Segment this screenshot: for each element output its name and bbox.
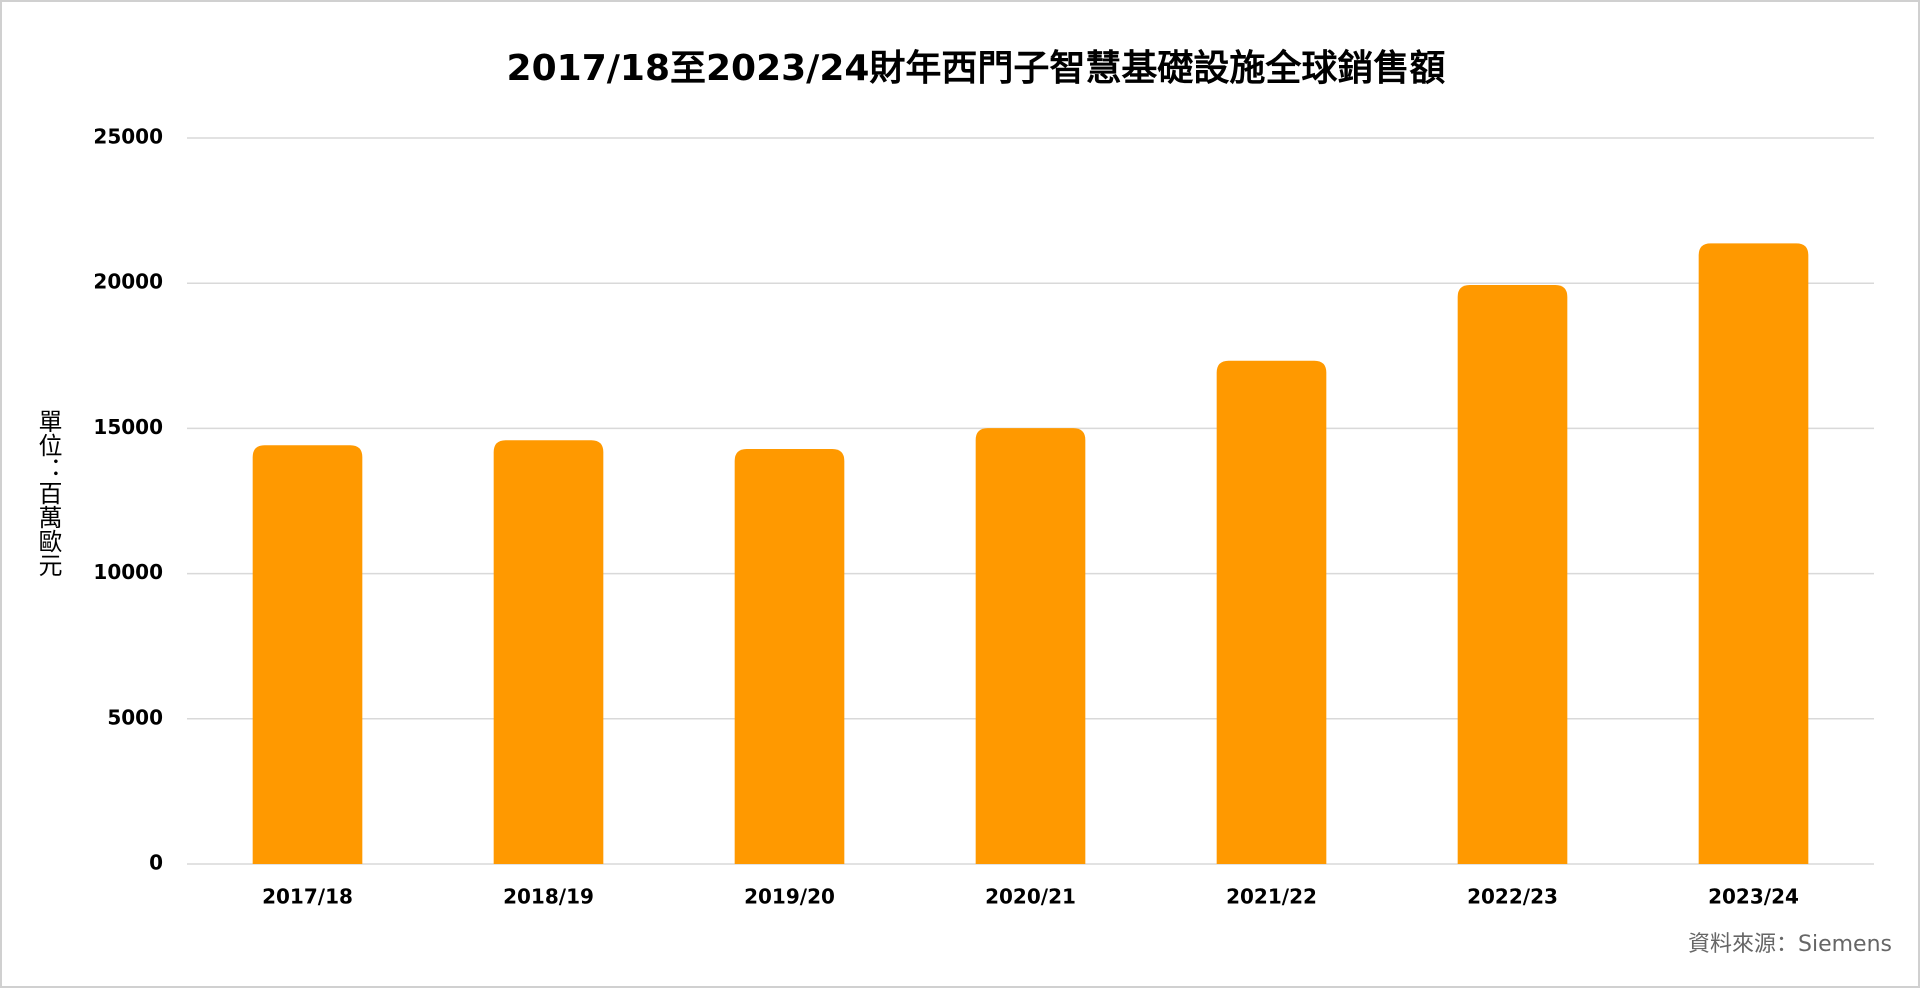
bar: [734, 449, 845, 864]
bar: [252, 445, 363, 864]
bar: [1457, 284, 1568, 865]
bar: [1698, 243, 1809, 864]
x-tick-label: 2022/23: [1467, 885, 1558, 909]
chart-title: 2017/18至2023/24財年西門子智慧基礎設施全球銷售額: [507, 47, 1446, 89]
bar: [1216, 360, 1327, 864]
bar: [975, 428, 1086, 864]
y-tick-label: 25000: [93, 125, 163, 149]
x-tick-label: 2021/22: [1226, 885, 1317, 909]
y-tick-label: 15000: [93, 415, 163, 439]
y-tick-label: 20000: [93, 270, 163, 294]
bar: [493, 440, 604, 864]
y-tick-label: 5000: [107, 705, 163, 729]
x-tick-label: 2017/18: [262, 885, 353, 909]
x-tick-label: 2023/24: [1708, 885, 1799, 909]
source-note: 資料來源：Siemens: [1688, 932, 1892, 957]
x-tick-label: 2020/21: [985, 885, 1076, 909]
x-tick-label: 2019/20: [744, 885, 835, 909]
y-tick-label: 0: [149, 851, 163, 875]
y-tick-label: 10000: [93, 560, 163, 584]
x-tick-label: 2018/19: [503, 885, 594, 909]
y-axis-label: 單位：百萬歐元: [34, 409, 62, 577]
